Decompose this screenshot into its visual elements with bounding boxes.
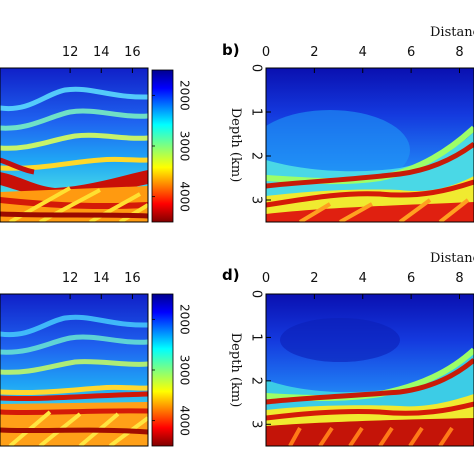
- x-tick-label: 4: [359, 271, 367, 286]
- x-tick-label: 12: [62, 271, 79, 286]
- x-tick-label: 8: [455, 271, 463, 286]
- velocity-model-d: [266, 294, 474, 446]
- x-tick-label: 0: [262, 271, 270, 286]
- panel-a: [0, 67, 149, 223]
- panel-b: b) Distanc Depth (km): [222, 25, 474, 223]
- x-tick-label: 14: [93, 271, 110, 286]
- panel-b-xlabel: Distanc: [430, 25, 474, 40]
- x-tick-label: 16: [124, 271, 141, 286]
- y-tick-label: 0: [249, 290, 264, 298]
- x-tick-label: 2: [310, 271, 318, 286]
- x-tick-label: 8: [455, 45, 463, 60]
- velocity-model-b: [266, 68, 474, 222]
- y-tick-label: 2: [249, 377, 264, 385]
- x-tick-label: 6: [407, 45, 415, 60]
- x-tick-label: 12: [62, 45, 79, 60]
- x-tick-label: 6: [407, 271, 415, 286]
- panel-c: [0, 293, 149, 447]
- x-tick-label: 0: [262, 45, 270, 60]
- colorbar-tick-label: 2000: [178, 304, 192, 335]
- panel-d-ylabel: Depth (km): [228, 333, 243, 408]
- y-tick-label: 1: [249, 108, 264, 116]
- panel-b-ylabel: Depth (km): [228, 108, 243, 183]
- panel-d: d) Distanc Depth (km): [222, 251, 474, 447]
- colorbar-tick-label: 3000: [178, 131, 192, 162]
- colorbar-a-ticks: 2000 3000 4000: [152, 80, 192, 212]
- panel-d-label: d): [222, 266, 240, 284]
- x-tick-label: 16: [124, 45, 141, 60]
- colorbar-tick-label: 2000: [178, 80, 192, 111]
- x-tick-label: 2: [310, 45, 318, 60]
- panel-d-xlabel: Distanc: [430, 251, 474, 266]
- panel-b-label: b): [222, 41, 240, 59]
- y-tick-label: 3: [249, 420, 264, 428]
- colorbar-tick-label: 4000: [178, 181, 192, 212]
- colorbar-tick-label: 4000: [178, 405, 192, 436]
- velocity-model-a: [0, 68, 148, 222]
- y-tick-label: 0: [249, 64, 264, 72]
- velocity-model-c: [0, 294, 148, 446]
- y-tick-label: 3: [249, 196, 264, 204]
- colorbar-a: 2000 3000 4000: [151, 69, 192, 223]
- x-tick-label: 14: [93, 45, 110, 60]
- y-tick-label: 1: [249, 333, 264, 341]
- colorbar-c-ticks: 2000 3000 4000: [152, 304, 192, 436]
- colorbar-c: 2000 3000 4000: [151, 293, 192, 447]
- x-tick-label: 4: [359, 45, 367, 60]
- y-tick-label: 2: [249, 152, 264, 160]
- colorbar-tick-label: 3000: [178, 355, 192, 386]
